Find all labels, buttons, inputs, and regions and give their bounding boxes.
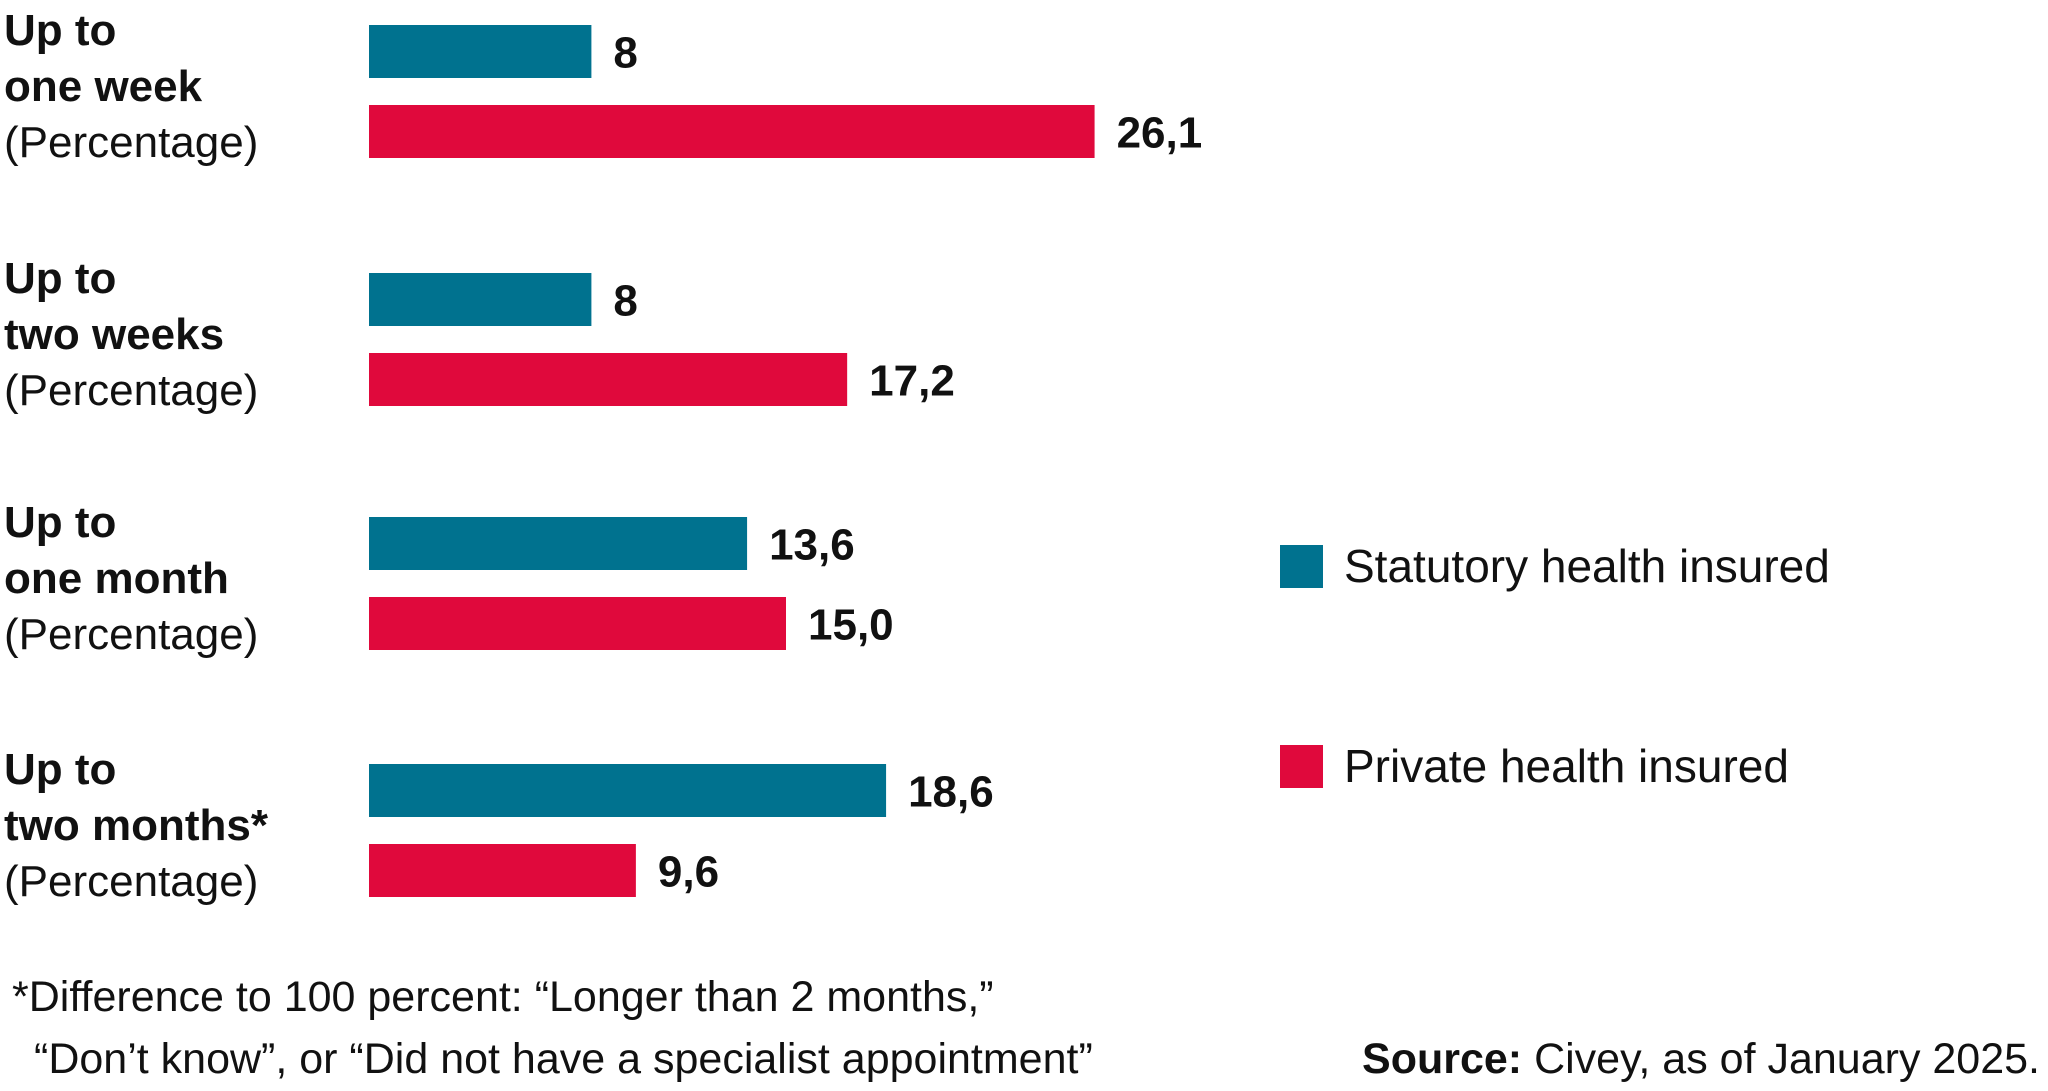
value-label-private-2: 17,2 (869, 357, 955, 406)
source-label: Source: (1362, 1035, 1523, 1083)
bar-statutory-4 (369, 764, 887, 817)
bar-chart: Up to one week (Percentage) Up to two weeks (… (4, 6, 1830, 906)
category-label-1-line-3: (Percentage) (4, 118, 258, 167)
value-label-statutory-2: 8 (613, 277, 637, 326)
category-label-2-line-1: Up to (4, 254, 116, 303)
category-label-4-line-2: two months* (4, 801, 269, 850)
value-label-private-1: 26,1 (1117, 109, 1203, 158)
category-label-1-line-1: Up to (4, 6, 116, 55)
bar-private-1 (369, 105, 1095, 158)
footnote: *Difference to 100 percent: “Longer than… (12, 966, 1252, 1090)
legend: Statutory health insured Private health i… (1280, 540, 1830, 792)
value-label-statutory-4: 18,6 (908, 768, 994, 817)
legend-swatch-statutory (1280, 545, 1323, 588)
source-note: Source: Civey, as of January 2025. (1362, 1028, 2040, 1090)
footnote-line-2: “Don’t know”, or “Did not have a special… (34, 1035, 1093, 1083)
category-labels: Up to one week (Percentage) Up to two weeks (… (4, 6, 269, 906)
legend-label-private: Private health insured (1344, 740, 1789, 792)
legend-label-statutory: Statutory health insured (1344, 540, 1830, 592)
category-label-4-line-3: (Percentage) (4, 857, 258, 906)
category-label-3-line-1: Up to (4, 498, 116, 547)
value-label-statutory-3: 13,6 (769, 521, 855, 570)
source-text: Civey, as of January 2025. (1522, 1035, 2040, 1083)
category-label-4-line-1: Up to (4, 745, 116, 794)
category-label-1-line-2: one week (4, 62, 203, 111)
category-label-3-line-3: (Percentage) (4, 610, 258, 659)
category-label-2-line-2: two weeks (4, 310, 224, 359)
bar-private-3 (369, 597, 786, 650)
value-label-private-3: 15,0 (808, 601, 894, 650)
value-label-statutory-1: 8 (613, 29, 637, 78)
legend-swatch-private (1280, 745, 1323, 788)
footnote-line-1: *Difference to 100 percent: “Longer than… (12, 973, 994, 1021)
bar-statutory-3 (369, 517, 748, 570)
category-label-3-line-2: one month (4, 554, 229, 603)
bar-statutory-1 (369, 25, 592, 78)
value-label-private-4: 9,6 (658, 848, 719, 897)
bar-statutory-2 (369, 273, 592, 326)
bars (369, 25, 1095, 897)
value-labels: 8 8 13,6 18,6 26,1 17,2 15,0 9,6 (613, 29, 1202, 897)
bar-private-4 (369, 844, 636, 897)
category-label-2-line-3: (Percentage) (4, 366, 258, 415)
bar-private-2 (369, 353, 848, 406)
